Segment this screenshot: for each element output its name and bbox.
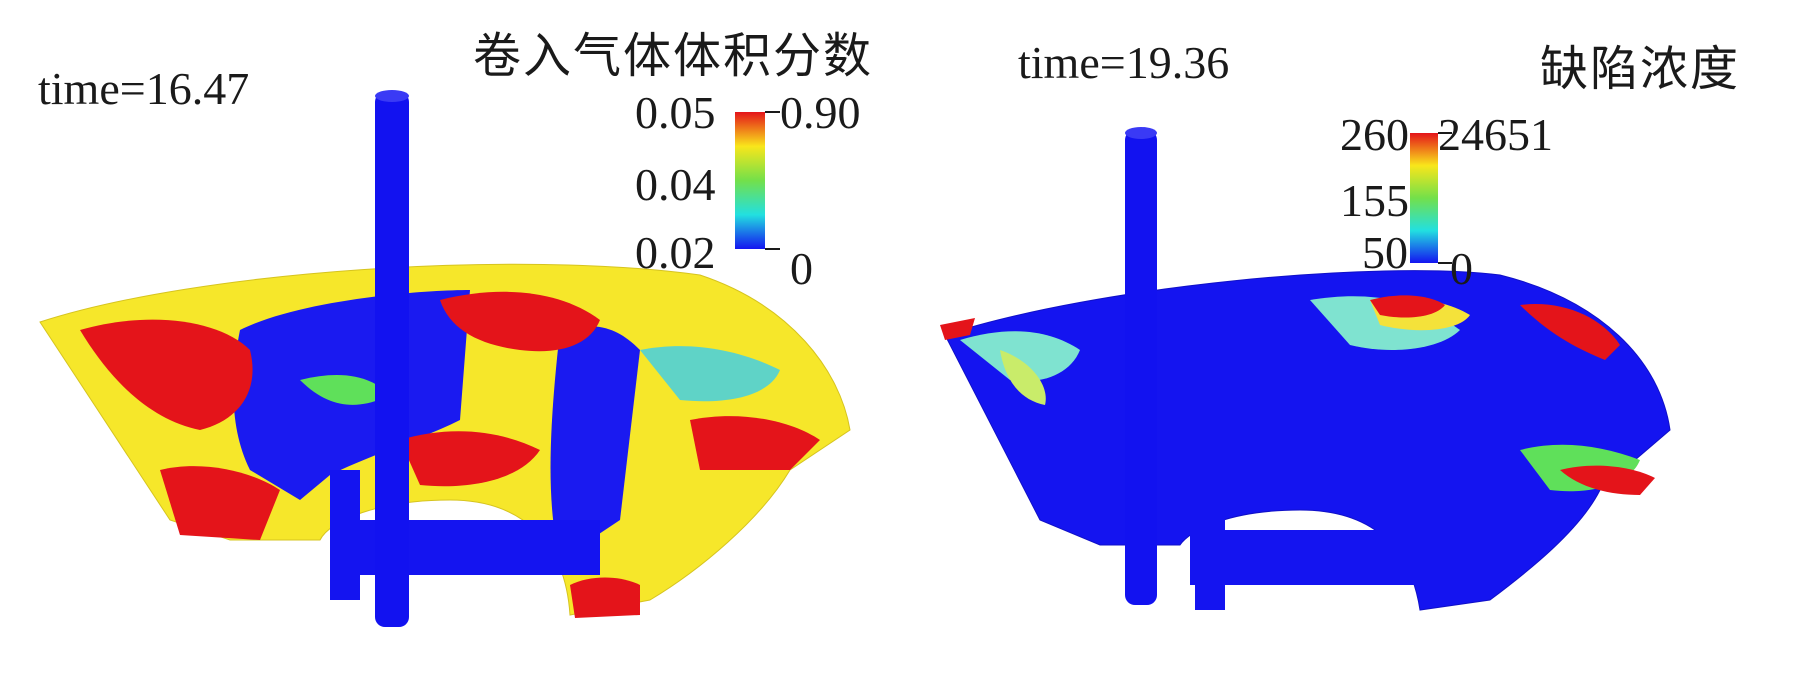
simulation-panel-right: time=19.36 缺陷浓度 260 155 50 24651 0 (900, 0, 1800, 696)
colorbar-right-tick: 24651 (1438, 109, 1553, 160)
colorbar-gradient (735, 112, 765, 249)
casting-render-defect-concentration (940, 127, 1671, 611)
colorbar-left-tick: 0.04 (635, 159, 716, 210)
colorbar-right-tick: 0.90 (780, 87, 861, 138)
colorbar-right-tick: 0 (1450, 243, 1473, 294)
time-label: time=16.47 (38, 63, 250, 114)
colorbar-left-tick: 260 (1340, 109, 1409, 160)
colorbar-gradient (1410, 133, 1438, 263)
colorbar-left-tick: 50 (1362, 227, 1408, 278)
colorbar-right-tick: 0 (790, 243, 813, 294)
time-label: time=19.36 (1018, 37, 1230, 88)
casting-render-gas-fraction (39, 90, 851, 627)
colorbar-left-tick: 155 (1340, 175, 1409, 226)
colorbar-left-tick: 0.05 (635, 87, 716, 138)
colorbar-title: 缺陷浓度 (1540, 41, 1741, 97)
colorbar-left-tick: 0.02 (635, 227, 716, 278)
colorbar-title: 卷入气体体积分数 (473, 28, 874, 84)
simulation-panel-left: time=16.47 卷入气体体积分数 0.05 0.04 0.02 0.90 … (38, 28, 874, 627)
